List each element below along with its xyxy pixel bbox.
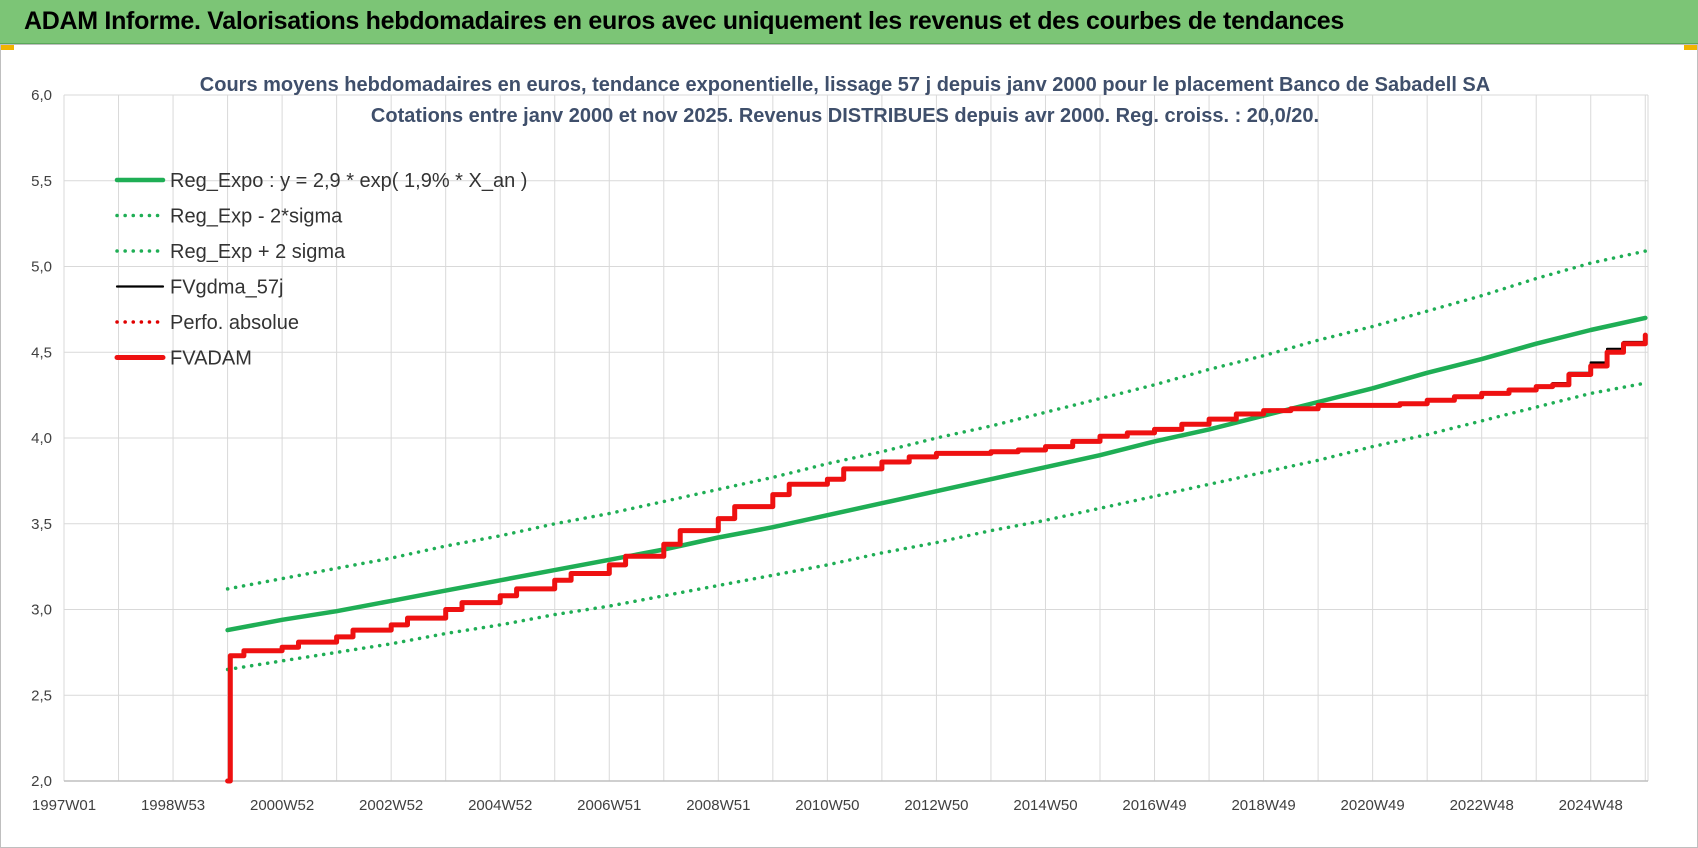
- legend-label: Reg_Expo : y = 2,9 * exp( 1,9% * X_an ): [170, 170, 527, 192]
- legend-label: FVADAM: [170, 348, 252, 370]
- x-tick-label: 2010W50: [795, 797, 859, 814]
- y-tick-label: 4,5: [31, 344, 52, 361]
- axis-layer: 2,0 2,5 3,0 3,5 4,0 4,5 5,0 5,5 6,0 1997W01 1998W5…: [31, 87, 1648, 814]
- legend-label: Reg_Exp + 2 sigma: [170, 241, 346, 263]
- x-tick-label: 2012W50: [904, 797, 968, 814]
- series-line-0: [225, 315, 1648, 633]
- x-tick-label: 2020W49: [1341, 797, 1405, 814]
- series-line-5: [225, 332, 1648, 784]
- x-tick-label: 2002W52: [359, 797, 423, 814]
- y-tick-label: 5,0: [31, 259, 52, 276]
- legend-label: Reg_Exp - 2*sigma: [170, 206, 343, 228]
- x-tick-label: 2006W51: [577, 797, 641, 814]
- x-tick-label: 2000W52: [250, 797, 314, 814]
- y-tick-label: 6,0: [31, 87, 52, 104]
- series-line-1: [225, 381, 1648, 672]
- x-tick-label: 1997W01: [32, 797, 96, 814]
- y-tick-label: 3,0: [31, 602, 52, 619]
- x-tick-label: 2014W50: [1013, 797, 1077, 814]
- legend-label: Perfo. absolue: [170, 312, 299, 334]
- report-banner: ADAM Informe. Valorisations hebdomadaire…: [0, 0, 1698, 44]
- x-tick-label: 2018W49: [1231, 797, 1295, 814]
- y-tick-label: 3,5: [31, 516, 52, 533]
- corner-marker-left: [0, 44, 14, 50]
- report-title: ADAM Informe. Valorisations hebdomadaire…: [24, 7, 1345, 35]
- x-tick-label: 1998W53: [141, 797, 205, 814]
- y-tick-label: 2,5: [31, 687, 52, 704]
- y-tick-label: 4,0: [31, 430, 52, 447]
- x-tick-label: 2004W52: [468, 797, 532, 814]
- legend-label: FVgdma_57j: [170, 277, 283, 299]
- y-tick-label: 2,0: [31, 773, 52, 790]
- chart-subtitle: Cotations entre janv 2000 et nov 2025. R…: [371, 105, 1319, 127]
- x-tick-label: 2016W49: [1122, 797, 1186, 814]
- grid-layer: [63, 94, 1649, 782]
- legend: Reg_Expo : y = 2,9 * exp( 1,9% * X_an ) R…: [114, 170, 527, 370]
- x-tick-label: 2008W51: [686, 797, 750, 814]
- x-tick-label: 2024W48: [1559, 797, 1623, 814]
- series-layer: [225, 249, 1648, 784]
- x-tick-label: 2022W48: [1450, 797, 1514, 814]
- corner-marker-right: [1684, 44, 1698, 50]
- chart-title: Cours moyens hebdomadaires en euros, ten…: [200, 74, 1490, 96]
- y-tick-label: 5,5: [31, 173, 52, 190]
